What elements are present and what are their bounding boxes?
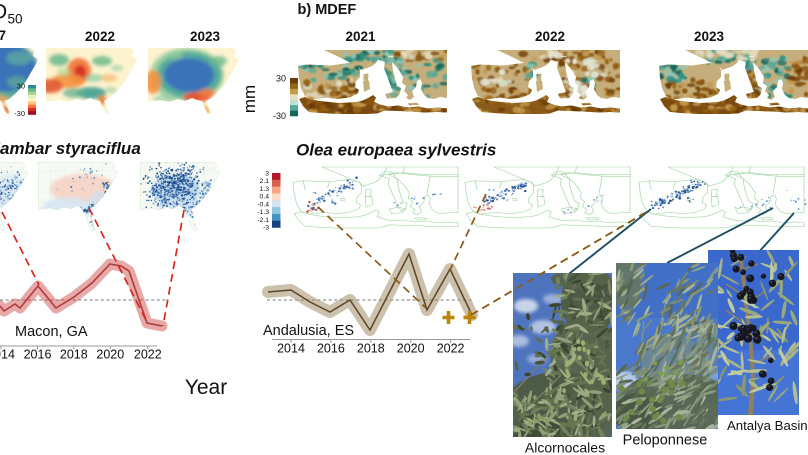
svg-text:2016: 2016 [24,348,52,362]
svg-text:2023: 2023 [190,29,221,44]
svg-text:-30: -30 [273,111,286,121]
svg-text:2022: 2022 [134,348,162,362]
svg-text:0.4: 0.4 [260,194,270,201]
svg-text:Andalusia, ES: Andalusia, ES [263,323,354,339]
svg-text:-0.4: -0.4 [257,201,269,208]
svg-text:7: 7 [0,28,6,43]
svg-text:30: 30 [17,82,25,91]
svg-text:2022: 2022 [535,29,565,44]
svg-text:Antalya Basin: Antalya Basin [727,418,808,433]
svg-text:-2.1: -2.1 [257,217,269,224]
svg-text:2023: 2023 [694,29,725,44]
svg-text:-1.3: -1.3 [257,209,269,216]
svg-text:2018: 2018 [60,348,88,362]
svg-text:Year: Year [185,376,227,399]
svg-text:-3: -3 [263,225,269,232]
svg-text:2018: 2018 [357,342,385,356]
svg-text:2014: 2014 [0,348,15,362]
svg-text:2022: 2022 [437,342,465,356]
svg-text:Liquidambar styraciflua: Liquidambar styraciflua [0,139,141,158]
svg-text:Olea europaea sylvestris: Olea europaea sylvestris [296,141,496,160]
svg-text:2014: 2014 [277,342,305,356]
svg-text:Peloponnese: Peloponnese [623,433,708,449]
svg-text:D: D [0,1,7,24]
svg-text:mm: mm [240,85,259,113]
svg-text:Macon, GA: Macon, GA [15,324,88,340]
svg-text:Alcornocales: Alcornocales [525,440,605,455]
svg-text:3: 3 [265,171,269,178]
svg-text:2020: 2020 [96,348,124,362]
svg-text:2.1: 2.1 [260,178,270,185]
svg-text:-30: -30 [14,109,25,118]
svg-text:50: 50 [8,12,23,27]
svg-text:2016: 2016 [317,342,345,356]
svg-text:30: 30 [276,74,286,84]
svg-text:b) MDEF: b) MDEF [298,2,357,18]
svg-text:2022: 2022 [85,29,115,44]
svg-text:2021: 2021 [345,29,376,44]
svg-text:1.3: 1.3 [260,186,270,193]
svg-text:2020: 2020 [397,342,425,356]
